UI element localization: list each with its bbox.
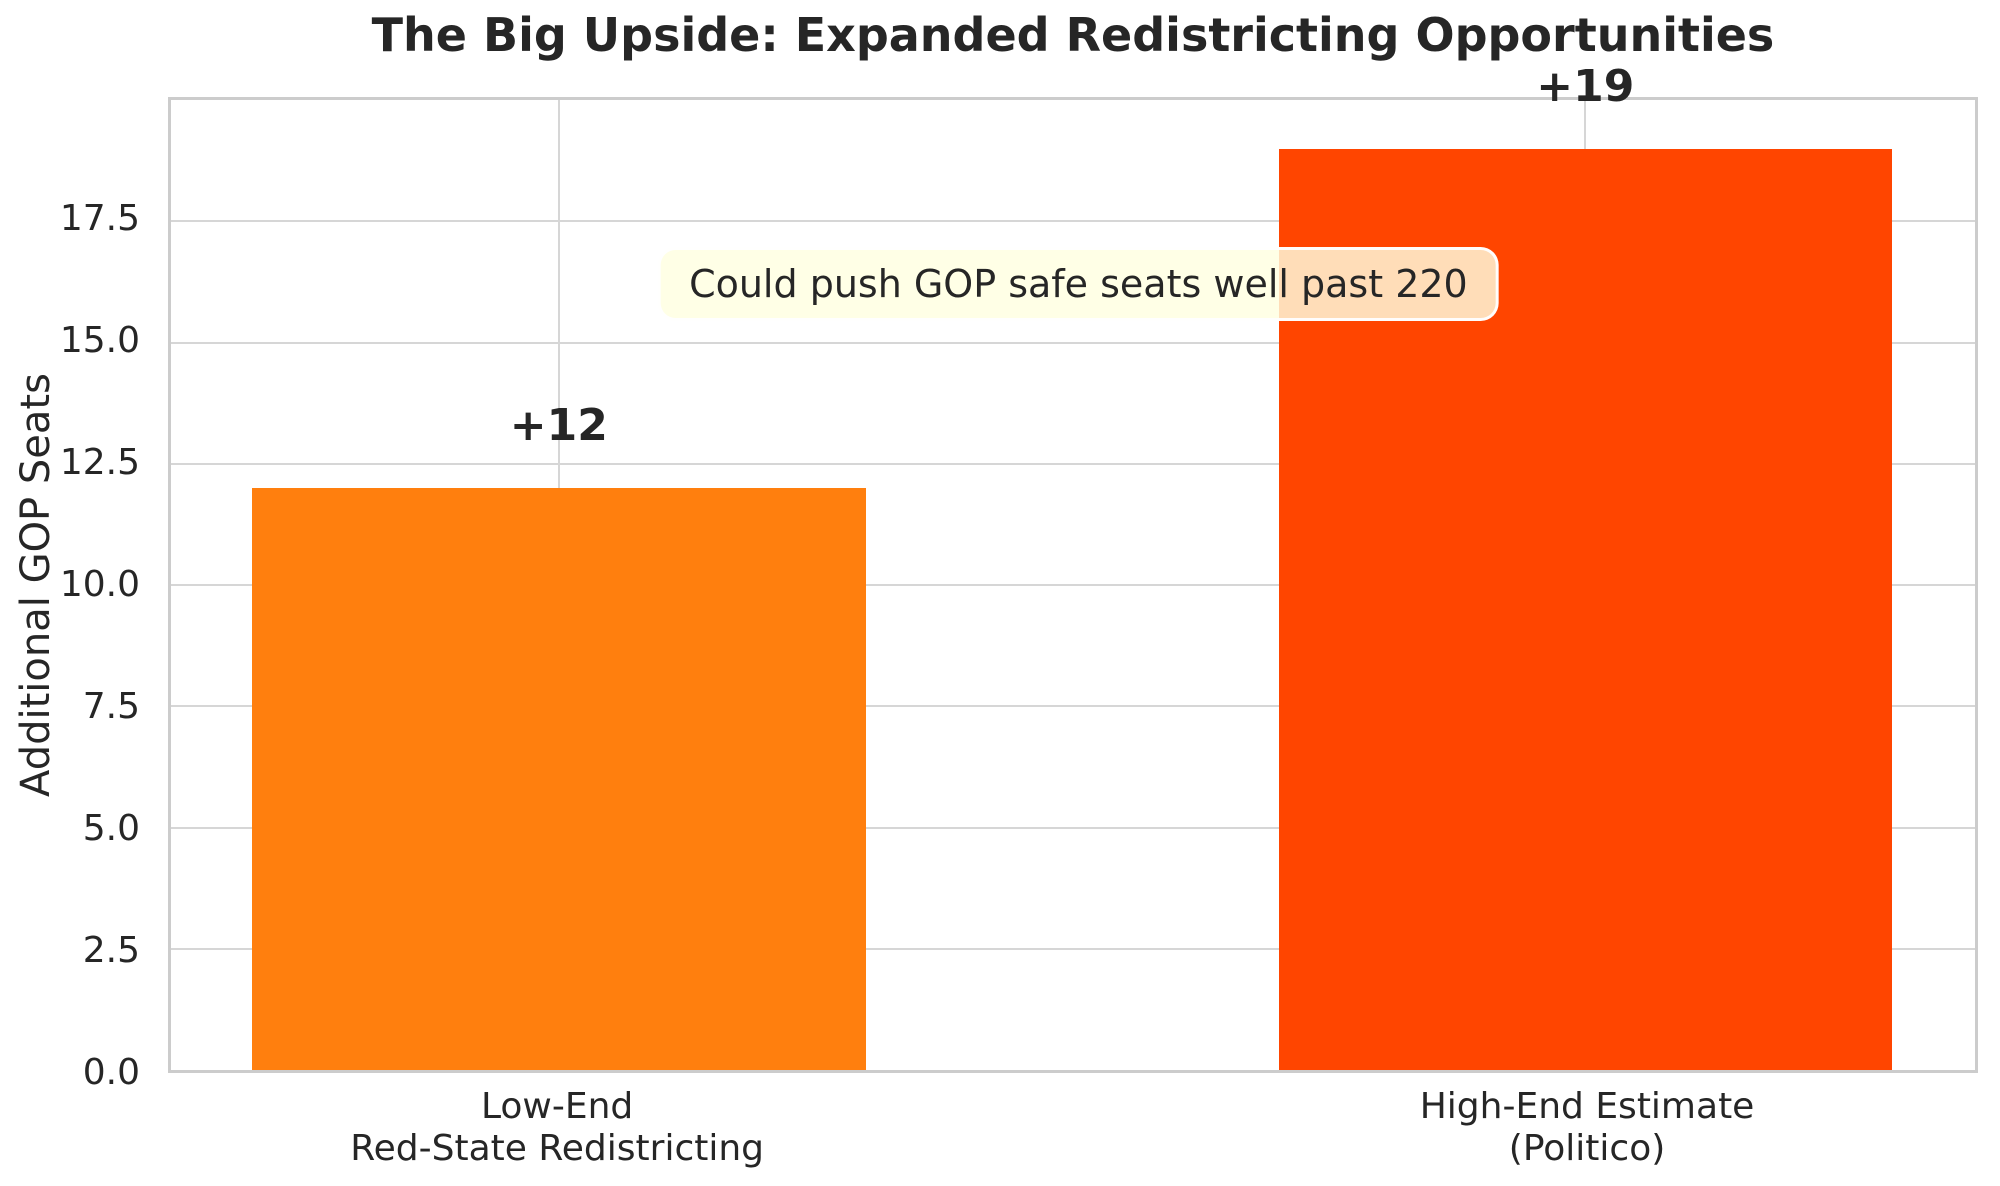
y-tick-label: 12.5 — [59, 442, 140, 483]
y-tick-label: 17.5 — [59, 198, 140, 239]
horizontal-gridline — [171, 826, 1975, 829]
bar-value-label: +19 — [1536, 60, 1635, 112]
y-tick-label: 10.0 — [59, 564, 140, 605]
bar-value-label: +12 — [509, 400, 608, 451]
horizontal-gridline — [171, 462, 1975, 465]
chart-title: The Big Upside: Expanded Redistricting O… — [371, 8, 1775, 62]
x-tick-label: High-End Estimate (Politico) — [1420, 1086, 1755, 1171]
x-tick-label-line: Low-End — [480, 1086, 634, 1127]
horizontal-gridline — [171, 220, 1975, 223]
x-axis-tick-labels: Low-End Red-State Redistricting High-End E… — [168, 1086, 1978, 1186]
y-tick-label: 5.0 — [82, 808, 140, 849]
bar-1 — [252, 488, 866, 1070]
plot-area: +12 +19 Could push GOP safe seats well pas… — [168, 64, 1978, 1073]
y-tick-label: 15.0 — [59, 320, 140, 361]
x-tick-label-line: Red-State Redistricting — [350, 1128, 765, 1170]
x-tick-label: Low-End Red-State Redistricting — [350, 1086, 764, 1171]
y-tick-label: 0.0 — [82, 1052, 140, 1093]
y-tick-label: 7.5 — [82, 686, 140, 727]
y-axis-tick-labels: 0.0 2.5 5.0 7.5 10.0 12.5 15.0 17.5 — [0, 97, 152, 1091]
horizontal-gridline — [171, 584, 1975, 586]
x-tick-label-line: High-End Estimate — [1419, 1086, 1755, 1127]
annotation-box: Could push GOP safe seats well past 220 — [658, 247, 1499, 322]
horizontal-gridline — [171, 341, 1975, 344]
y-tick-label: 2.5 — [82, 930, 140, 971]
x-tick-label-line: (Politico) — [1508, 1128, 1666, 1170]
horizontal-gridline — [171, 705, 1975, 708]
horizontal-gridline — [171, 947, 1975, 950]
